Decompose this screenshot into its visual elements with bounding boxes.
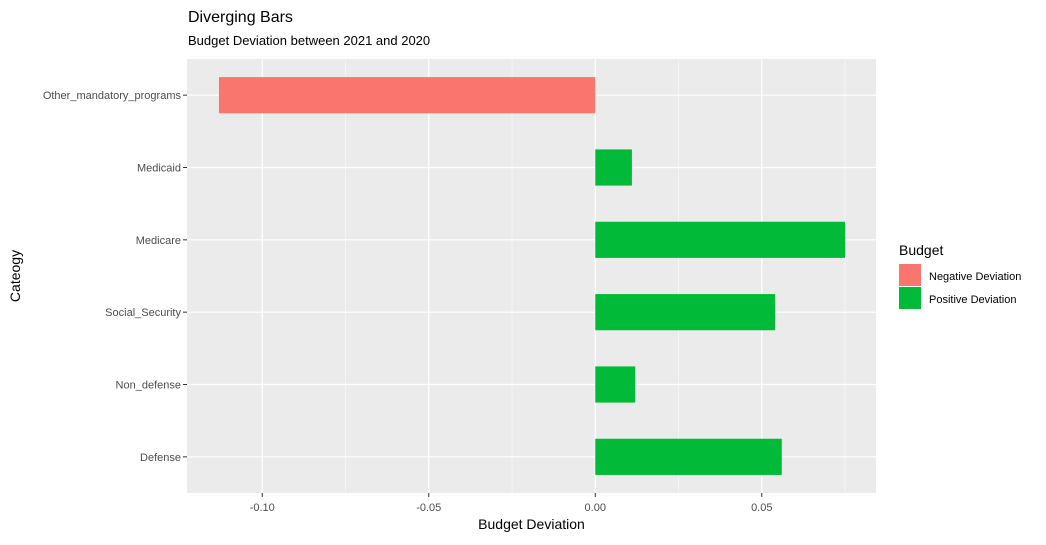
bar-social-security (595, 294, 776, 331)
bars (218, 77, 846, 475)
x-tick-label: 0.05 (751, 502, 772, 514)
legend-title: Budget (899, 242, 943, 258)
x-tick-label: -0.05 (416, 502, 441, 514)
y-axis-ticks: Other_mandatory_programs Medicaid Medicare… (43, 90, 187, 464)
x-axis-label: Budget Deviation (478, 516, 585, 532)
x-axis-ticks: -0.10 -0.05 0.00 0.05 (250, 493, 772, 514)
x-tick-label: -0.10 (250, 502, 275, 514)
chart-subtitle: Budget Deviation between 2021 and 2020 (188, 33, 430, 48)
grid-minor (345, 59, 846, 493)
bar-medicare (595, 221, 846, 258)
bar-other-mandatory-programs (218, 77, 596, 114)
y-axis-label: Cateogy (7, 250, 23, 302)
chart-title: Diverging Bars (188, 9, 293, 26)
legend: Budget Negative Deviation Positive Devia… (899, 242, 1021, 309)
bar-defense (595, 438, 782, 475)
bar-medicaid (595, 149, 632, 186)
legend-key-positive (899, 287, 921, 309)
y-tick-label: Medicare (136, 235, 181, 247)
bar-non-defense (595, 366, 636, 403)
y-tick-label: Social_Security (105, 307, 181, 319)
plot-panel (187, 59, 876, 493)
y-tick-label: Other_mandatory_programs (43, 90, 182, 102)
y-tick-label: Medicaid (137, 163, 181, 175)
legend-key-negative (899, 264, 921, 286)
y-tick-label: Non_defense (116, 380, 181, 392)
legend-label-positive: Positive Deviation (929, 294, 1016, 306)
y-tick-label: Defense (140, 452, 181, 464)
x-tick-label: 0.00 (585, 502, 606, 514)
legend-label-negative: Negative Deviation (929, 271, 1021, 283)
